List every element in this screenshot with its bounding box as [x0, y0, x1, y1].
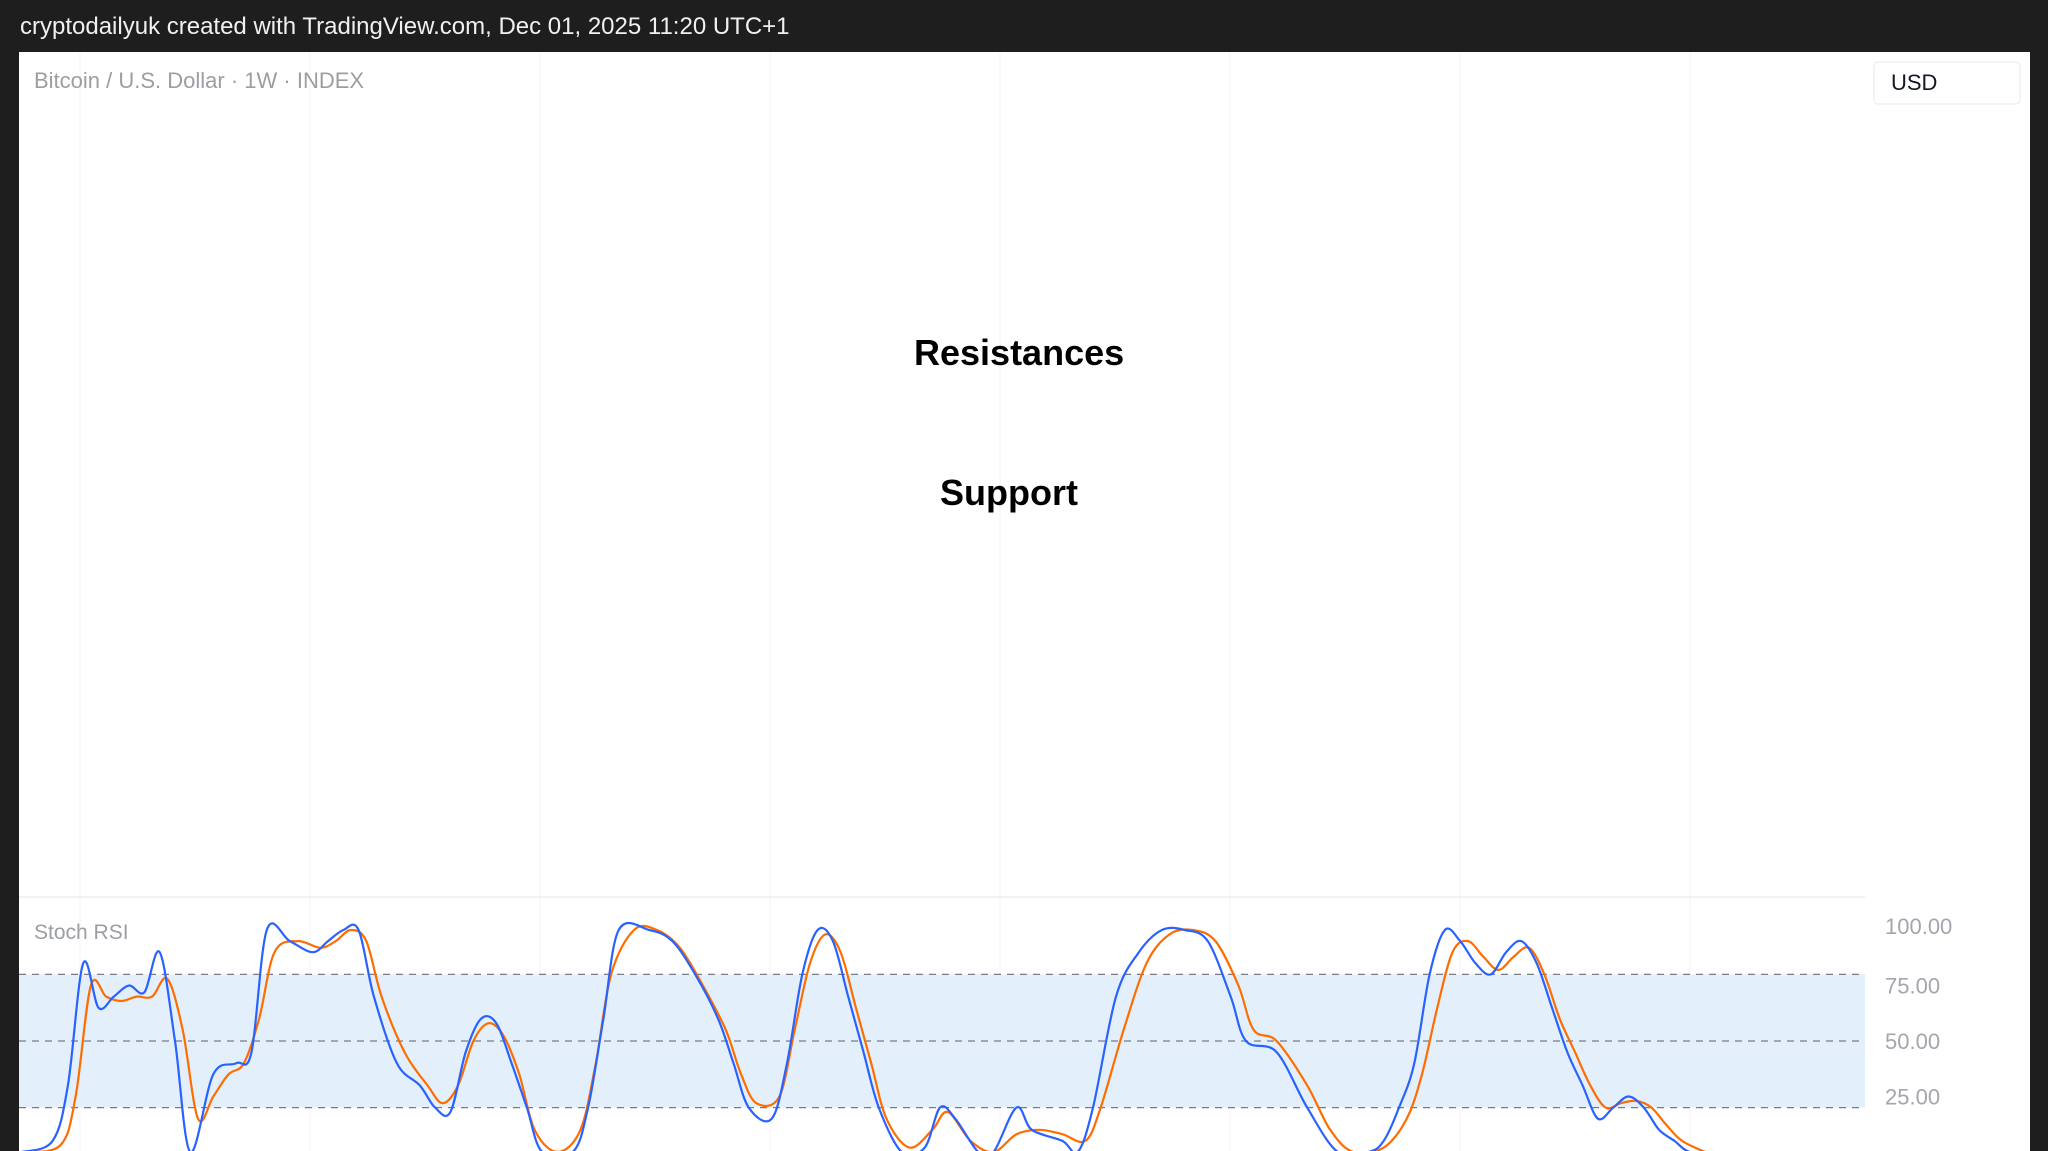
stoch-rsi-band [19, 973, 1865, 1109]
symbol-label: Bitcoin / U.S. Dollar · 1W · INDEX [34, 68, 364, 93]
stoch-rsi-tick-label: 25.00 [1885, 1085, 1940, 1110]
frame-right-border [2030, 52, 2048, 1151]
currency-button[interactable]: USD [1891, 70, 1937, 95]
support-annotation: Support [940, 472, 1078, 513]
stoch-rsi-lines [21, 921, 1713, 1151]
frame-left-border [0, 52, 19, 1151]
currency-button-bg[interactable] [1873, 61, 2021, 105]
attribution-text: cryptodailyuk created with TradingView.c… [20, 13, 790, 40]
attribution-bar: cryptodailyuk created with TradingView.c… [0, 0, 2048, 52]
stoch-rsi-axis: 100.00 75.00 50.00 25.00 [1885, 914, 1952, 1110]
price-grid [19, 52, 1865, 1151]
stoch-rsi-tick-label: 75.00 [1885, 974, 1940, 999]
stoch-rsi-tick-label: 100.00 [1885, 914, 1952, 939]
resistance-annotation: Resistances [914, 332, 1124, 373]
stoch-rsi-tick-label: 50.00 [1885, 1029, 1940, 1054]
stoch-rsi-k-line [21, 921, 1713, 1151]
stoch-rsi-title: Stoch RSI [34, 921, 129, 944]
